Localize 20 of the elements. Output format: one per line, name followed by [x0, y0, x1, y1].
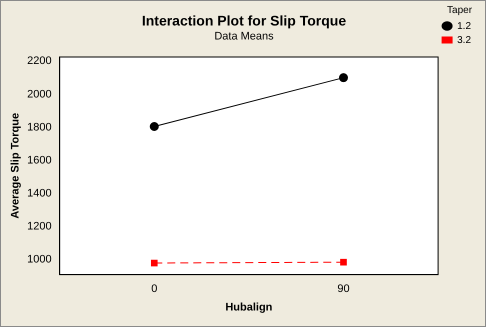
- chart-title: Interaction Plot for Slip Torque: [142, 12, 346, 28]
- y-tick-label: 1200: [27, 220, 52, 233]
- y-tick-label: 2200: [27, 55, 52, 68]
- x-axis-title: Hubalign: [225, 301, 273, 314]
- y-axis-title: Average Slip Torque: [10, 112, 22, 219]
- x-tick-label: 90: [337, 283, 350, 296]
- x-tick-label: 0: [151, 283, 158, 296]
- y-tick-label: 1600: [27, 154, 52, 166]
- point: [150, 122, 159, 131]
- point: [150, 260, 158, 266]
- y-tick-label: 1000: [27, 254, 52, 266]
- point: [340, 258, 347, 266]
- legend-label: 3.2: [457, 34, 472, 46]
- y-tick-label: 1400: [27, 188, 52, 200]
- y-tick-label: 1800: [27, 121, 52, 134]
- legend-label: 1.2: [457, 20, 472, 32]
- point: [338, 73, 348, 82]
- y-tick-label: 2000: [27, 88, 52, 100]
- chart-subtitle: Data Means: [214, 30, 274, 42]
- legend-title: Taper: [447, 4, 473, 16]
